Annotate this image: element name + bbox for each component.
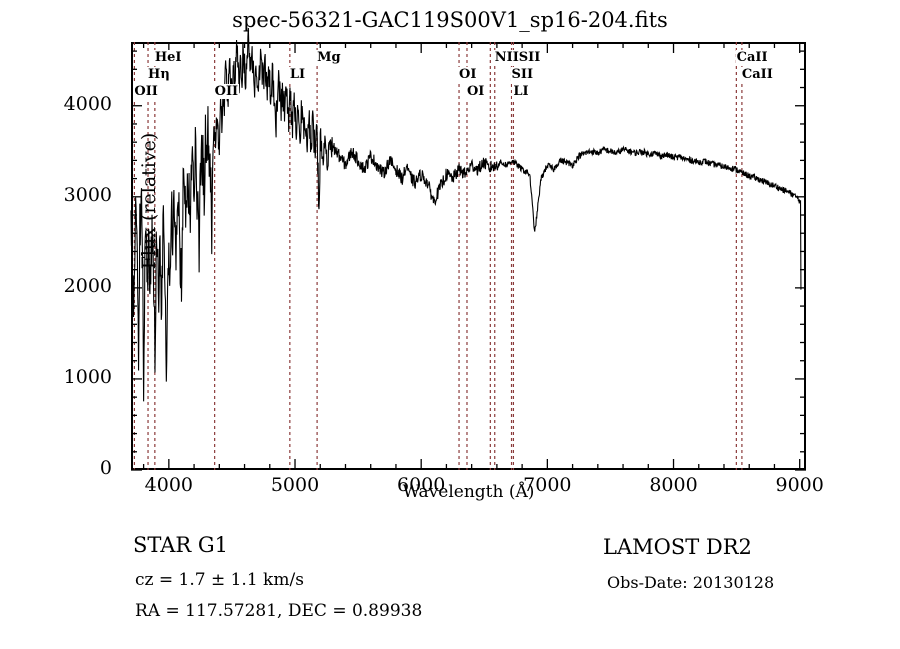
x-tick-label: 8000 [649,474,698,496]
spectral-line-label: Hη [147,67,171,82]
survey-name: LAMOST DR2 [603,535,752,559]
spectral-line-label: HeI [153,50,183,65]
coordinates: RA = 117.57281, DEC = 0.89938 [135,601,423,621]
spectral-line-label: OI [465,84,486,99]
spectral-line-label: OI [458,67,478,82]
obs-date: Obs-Date: 20130128 [607,573,775,592]
spectral-line-label: SII [510,67,535,82]
x-tick-label: 7000 [523,474,572,496]
redshift-value: cz = 1.7 ± 1.1 km/s [135,570,304,590]
spectral-line-label: OII [133,84,159,99]
x-tick-label: 6000 [396,474,446,496]
y-tick-label: 2000 [63,274,112,297]
spectral-line-label: NIISII [493,50,542,65]
page-title: spec-56321-GAC119S00V1_sp16-204.fits [232,8,668,32]
spectral-line-label: OII [213,84,240,99]
y-tick-label: 4000 [63,92,112,115]
x-tick-label: 4000 [144,474,194,496]
object-class: STAR G1 [133,533,229,557]
footer-info: STAR G1 cz = 1.7 ± 1.1 km/s RA = 117.572… [0,525,900,645]
y-tick-label: 0 [99,457,112,479]
spectral-line-label: LI [288,67,307,82]
y-tick-label: 3000 [63,183,112,206]
spectrum-canvas [130,28,806,471]
x-tick-label: 5000 [270,474,320,496]
spectrum-plot: 4000 5000 6000 7000 8000 9000 0 1000 2000 3000 400… [64,28,824,502]
spectral-line-label: LI [512,84,530,99]
spectral-line-label: CaII [740,67,774,82]
y-tick-label: 1000 [63,365,112,388]
spectral-line-label: CaII [735,50,769,65]
spectral-line-label: Mg [316,50,342,65]
y-axis-label: Flux (relative) [138,132,160,270]
x-axis-label: Wavelength (Å) [402,482,535,502]
x-tick-label: 9000 [775,474,824,496]
